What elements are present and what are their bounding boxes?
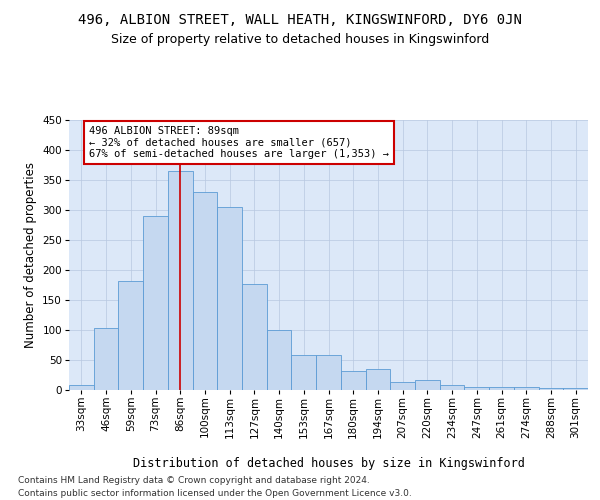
Bar	[415, 380, 440, 390]
Bar	[316, 355, 341, 390]
Bar	[143, 216, 168, 390]
Bar	[193, 192, 217, 390]
Bar	[168, 171, 193, 390]
Bar	[464, 387, 489, 390]
Bar	[514, 387, 539, 390]
Bar	[267, 330, 292, 390]
Bar	[440, 384, 464, 390]
Bar	[94, 328, 118, 390]
Text: Contains HM Land Registry data © Crown copyright and database right 2024.: Contains HM Land Registry data © Crown c…	[18, 476, 370, 485]
Bar	[242, 284, 267, 390]
Text: Distribution of detached houses by size in Kingswinford: Distribution of detached houses by size …	[133, 458, 525, 470]
Text: 496 ALBION STREET: 89sqm
← 32% of detached houses are smaller (657)
67% of semi-: 496 ALBION STREET: 89sqm ← 32% of detach…	[89, 126, 389, 159]
Bar	[563, 388, 588, 390]
Bar	[292, 355, 316, 390]
Y-axis label: Number of detached properties: Number of detached properties	[24, 162, 37, 348]
Text: 496, ALBION STREET, WALL HEATH, KINGSWINFORD, DY6 0JN: 496, ALBION STREET, WALL HEATH, KINGSWIN…	[78, 12, 522, 26]
Bar	[539, 388, 563, 390]
Text: Contains public sector information licensed under the Open Government Licence v3: Contains public sector information licen…	[18, 489, 412, 498]
Bar	[341, 371, 365, 390]
Bar	[69, 385, 94, 390]
Bar	[489, 387, 514, 390]
Bar	[118, 282, 143, 390]
Text: Size of property relative to detached houses in Kingswinford: Size of property relative to detached ho…	[111, 32, 489, 46]
Bar	[217, 207, 242, 390]
Bar	[365, 369, 390, 390]
Bar	[390, 382, 415, 390]
